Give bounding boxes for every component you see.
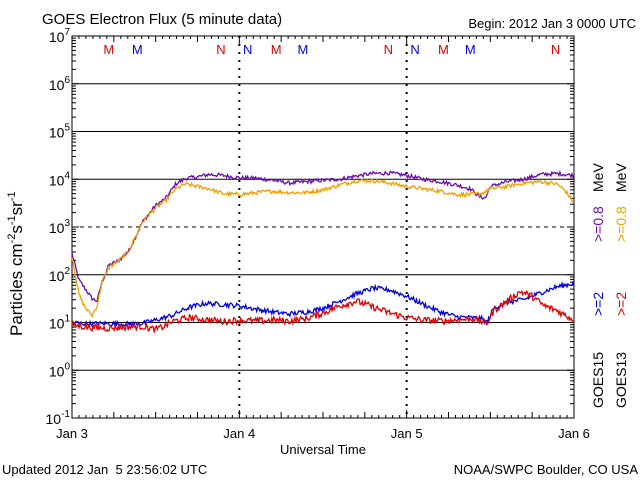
y-axis-label: Particles cm-2s-1sr-1 bbox=[6, 191, 26, 336]
marker-m: M bbox=[103, 42, 114, 57]
x-tick-label: Jan 5 bbox=[391, 426, 423, 441]
legend-unit-left: MeV bbox=[590, 163, 606, 192]
legend-goes15-2mev: >=2 bbox=[590, 292, 606, 316]
y-tick-label: 100 bbox=[49, 361, 71, 379]
updated-timestamp: Updated 2012 Jan 5 23:56:02 UTC bbox=[2, 462, 207, 477]
marker-n: N bbox=[384, 42, 393, 57]
marker-n: N bbox=[216, 42, 225, 57]
marker-m: M bbox=[465, 42, 476, 57]
y-tick-label: 102 bbox=[49, 266, 71, 284]
data-series bbox=[71, 169, 575, 333]
marker-m: M bbox=[271, 42, 282, 57]
x-tick-label: Jan 4 bbox=[223, 426, 255, 441]
legend-goes13-2mev: >=2 bbox=[613, 292, 629, 316]
y-tick-label: 105 bbox=[49, 123, 71, 141]
legend-satellite-goes15: GOES15 bbox=[590, 352, 606, 408]
x-axis-ticks: Jan 3 Jan 4 Jan 5 Jan 6 bbox=[56, 36, 590, 441]
marker-n: N bbox=[551, 42, 560, 57]
x-axis-label: Universal Time bbox=[280, 442, 366, 457]
legend: GOES15 GOES13 >=2 >=2 >=0.8 >=0.8 MeV Me… bbox=[590, 163, 629, 408]
y-tick-label: 10-1 bbox=[46, 409, 71, 427]
legend-goes13-08mev: >=0.8 bbox=[613, 206, 629, 242]
x-tick-label: Jan 3 bbox=[56, 426, 88, 441]
y-tick-label: 103 bbox=[49, 218, 71, 236]
marker-n: N bbox=[410, 42, 419, 57]
marker-m: M bbox=[297, 42, 308, 57]
begin-label: Begin: 2012 Jan 3 0000 UTC bbox=[468, 16, 636, 31]
marker-n: N bbox=[243, 42, 252, 57]
marker-m: M bbox=[438, 42, 449, 57]
marker-m: M bbox=[132, 42, 143, 57]
source-credit: NOAA/SWPC Boulder, CO USA bbox=[454, 462, 639, 477]
chart-title: GOES Electron Flux (5 minute data) bbox=[42, 11, 282, 28]
y-tick-label: 101 bbox=[49, 314, 71, 332]
legend-unit-right: MeV bbox=[613, 163, 629, 192]
series-goes13-b bbox=[71, 289, 575, 333]
y-axis-ticks: 107 106 105 104 103 102 101 100 10-1 bbox=[46, 27, 574, 427]
y-tick-label: 106 bbox=[49, 75, 71, 93]
gridlines bbox=[72, 83, 574, 371]
y-tick-label: 104 bbox=[49, 170, 71, 188]
legend-goes15-08mev: >=0.8 bbox=[590, 206, 606, 242]
x-tick-label: Jan 6 bbox=[558, 426, 590, 441]
legend-satellite-goes13: GOES13 bbox=[613, 352, 629, 408]
y-tick-label: 107 bbox=[49, 27, 71, 45]
series-goes13-b bbox=[71, 178, 575, 319]
